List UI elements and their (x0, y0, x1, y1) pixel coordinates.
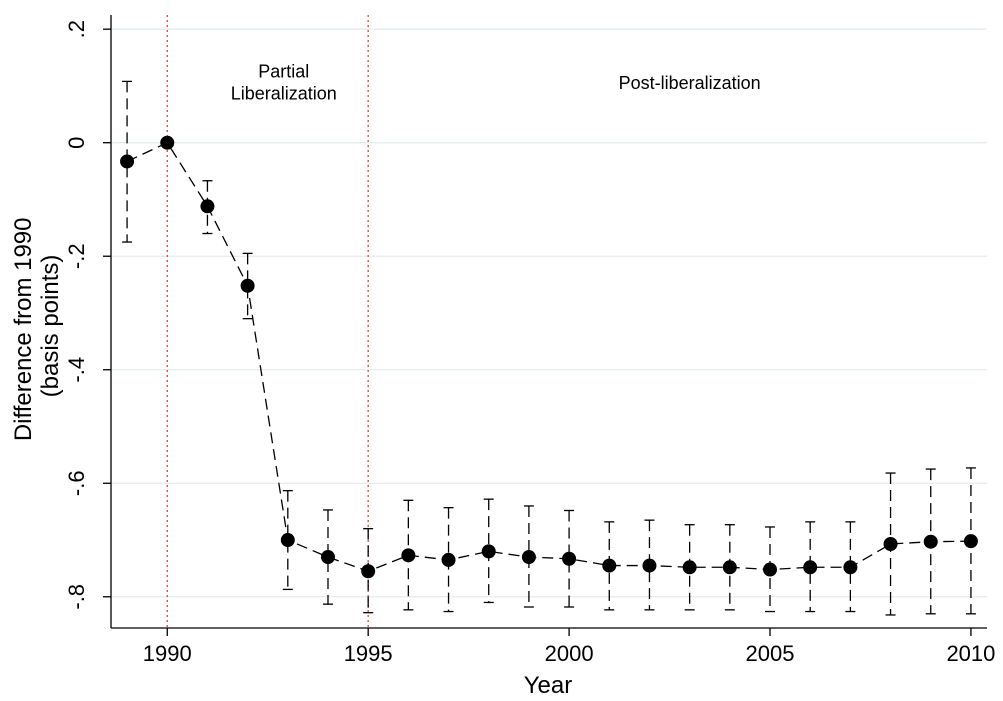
data-point-12 (602, 558, 617, 573)
y-tick-label-2: -.2 (64, 243, 89, 269)
y-axis-title-line-2: (basis points) (37, 255, 64, 398)
data-point-19 (883, 536, 898, 551)
x-tick-label-0: 1990 (143, 641, 192, 666)
annotation-0-line-0: Partial (258, 61, 309, 81)
data-point-3 (240, 278, 255, 293)
y-tick-label-3: -.4 (64, 357, 89, 383)
annotation-0-line-1: Liberalization (231, 83, 337, 103)
data-point-0 (120, 154, 135, 169)
axes (110, 15, 987, 629)
data-point-9 (481, 544, 496, 559)
data-point-14 (682, 560, 697, 575)
y-tick-label-5: -.8 (64, 584, 89, 610)
data-point-8 (441, 552, 456, 567)
data-point-17 (803, 560, 818, 575)
x-axis-title: Year (524, 672, 573, 699)
data-point-13 (642, 558, 657, 573)
reference-lines (166, 15, 369, 628)
y-tick-label-4: -.6 (64, 470, 89, 496)
x-ticks: 1990 1995 2000 2005 2010 (143, 628, 995, 666)
annotation-0: Partial Liberalization (231, 61, 337, 103)
y-axis-title: Difference from 1990 (basis points) (10, 211, 64, 441)
annotations: Partial Liberalization Post-liberalization (231, 61, 761, 103)
x-tick-label-2: 2000 (545, 641, 594, 666)
y-axis-title-line-1: Difference from 1990 (10, 217, 37, 441)
data-point-20 (923, 534, 938, 549)
data-point-21 (963, 534, 978, 549)
grid-lines (111, 28, 987, 598)
data-point-4 (280, 533, 295, 548)
data-point-18 (843, 560, 858, 575)
y-tick-label-0: .2 (64, 20, 89, 38)
data-point-2 (200, 199, 215, 214)
data-points (120, 135, 978, 579)
x-tick-label-4: 2010 (946, 641, 995, 666)
data-point-6 (361, 564, 376, 579)
annotation-1-line-0: Post-liberalization (619, 73, 761, 93)
x-tick-label-1: 1995 (344, 641, 393, 666)
x-tick-label-3: 2005 (746, 641, 795, 666)
data-point-5 (320, 550, 335, 565)
annotation-1: Post-liberalization (619, 73, 761, 93)
y-tick-label-1: 0 (64, 137, 89, 149)
series-line (126, 141, 971, 572)
data-point-11 (562, 551, 577, 566)
data-point-15 (722, 560, 737, 575)
data-point-1 (160, 135, 175, 150)
data-point-7 (401, 548, 416, 563)
data-point-16 (763, 562, 778, 577)
y-ticks: .2 0 -.2 -.4 -.6 -.8 (64, 20, 111, 610)
data-point-10 (521, 550, 536, 565)
